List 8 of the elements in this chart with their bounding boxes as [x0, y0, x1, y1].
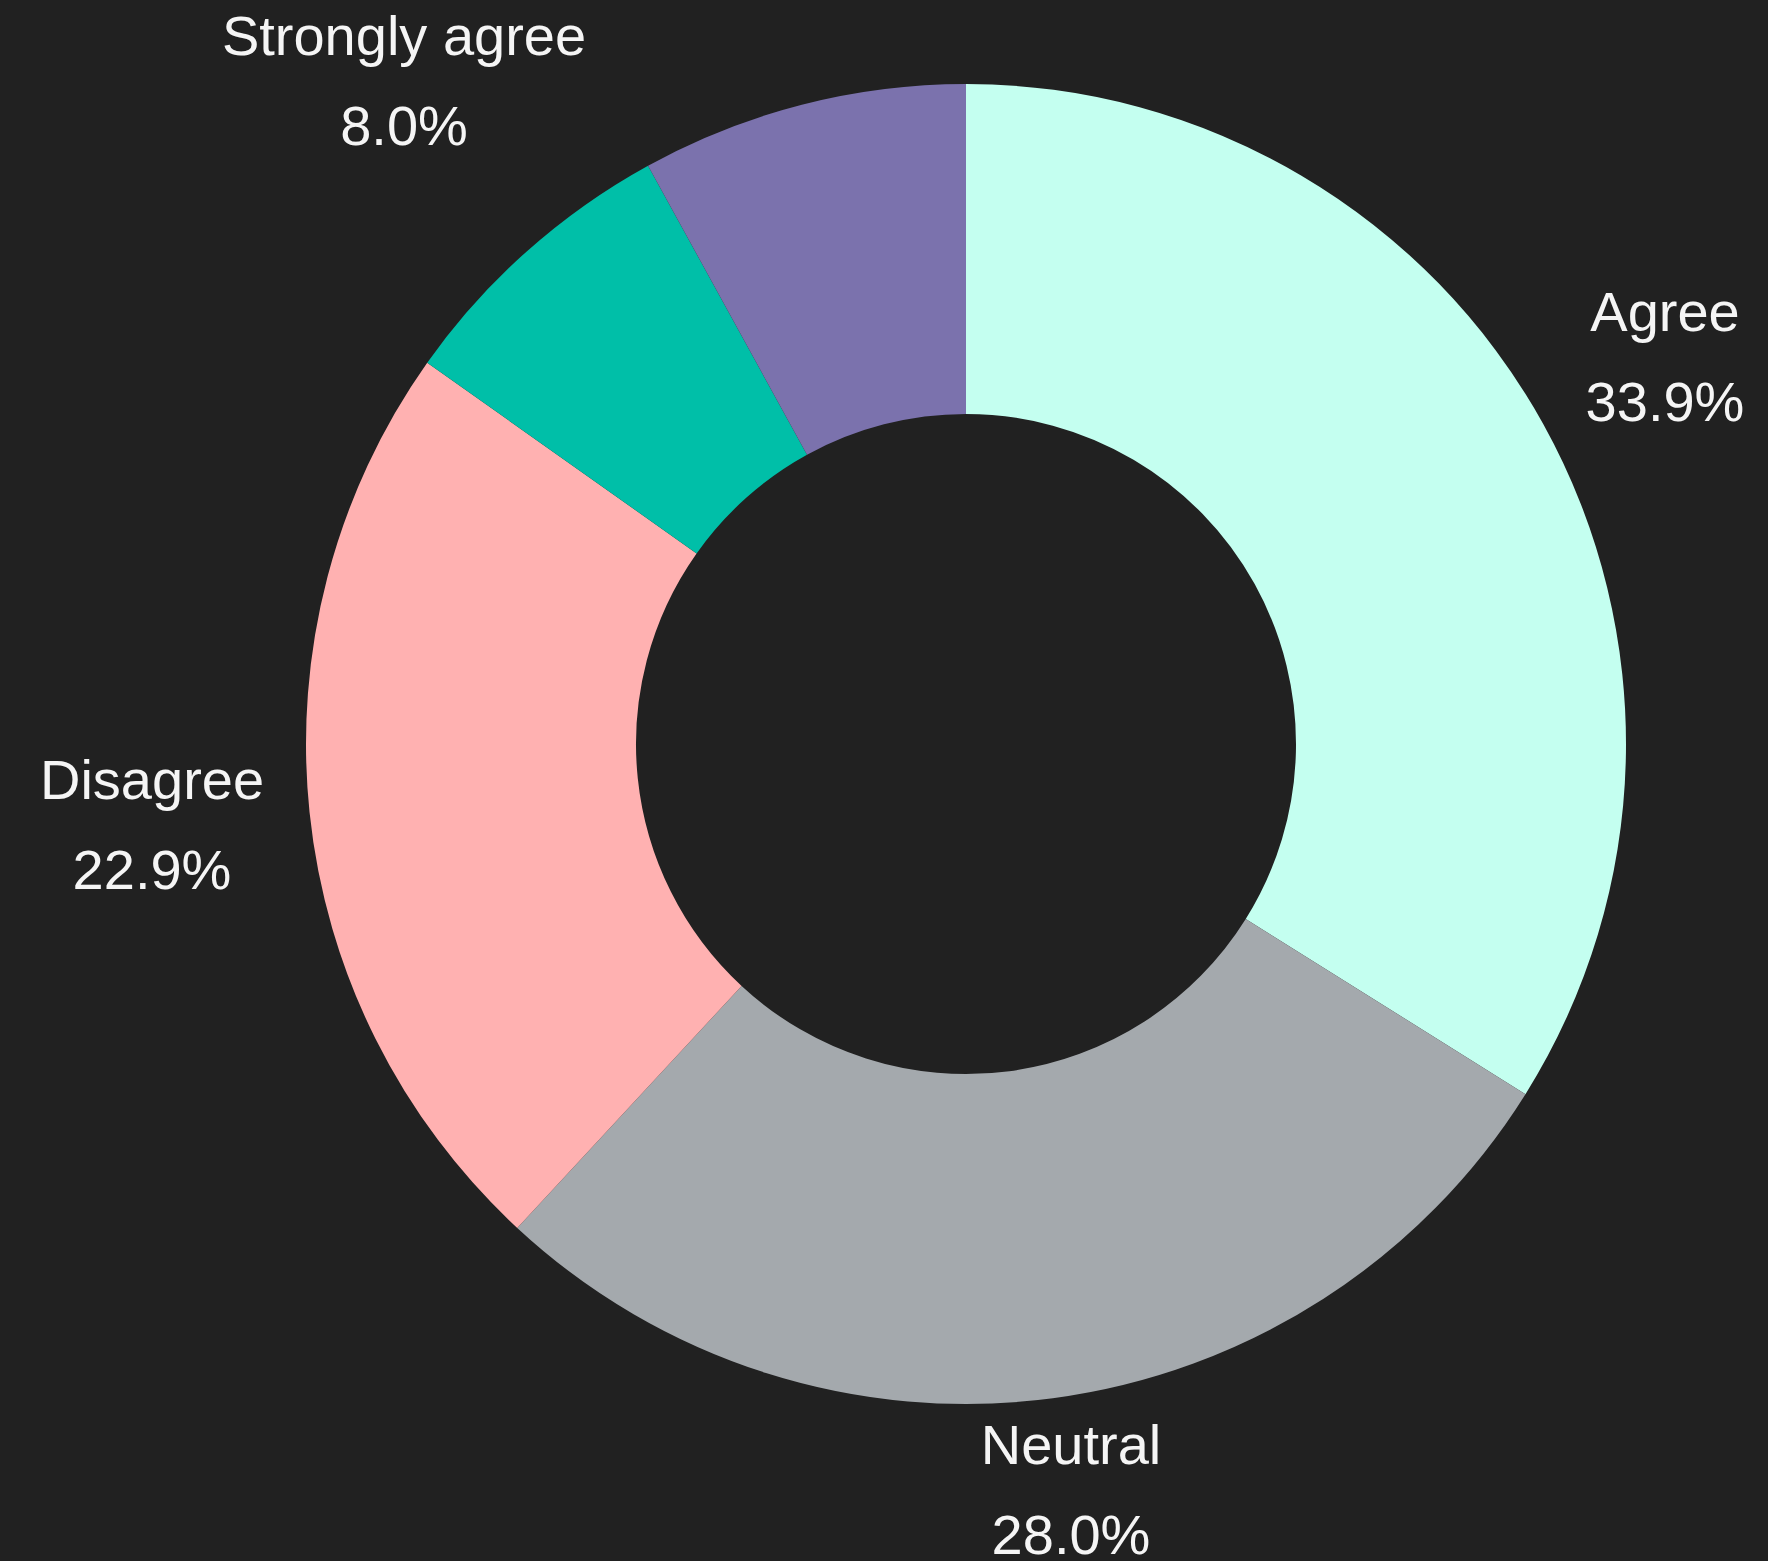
slice-label: Neutral: [980, 1413, 1162, 1477]
data-label: 8.0%: [340, 94, 468, 158]
data-label: 33.9%: [1585, 370, 1745, 434]
slice-label: Strongly agree: [221, 4, 587, 68]
data-label: 22.9%: [72, 838, 232, 902]
slice-label: Agree: [1590, 280, 1740, 344]
data-label: 28.0%: [991, 1503, 1151, 1561]
slice-label: Disagree: [39, 748, 265, 812]
